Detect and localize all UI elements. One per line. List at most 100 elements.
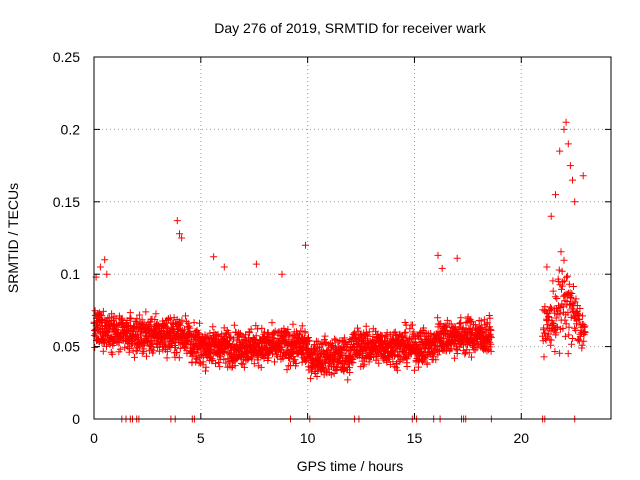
data-point: [307, 375, 315, 383]
data-point: [402, 328, 410, 336]
data-point: [557, 248, 565, 256]
data-point: [580, 337, 588, 345]
data-point: [579, 312, 587, 320]
data-point: [569, 176, 576, 184]
y-tick-label: 0.2: [61, 121, 81, 137]
data-point: [182, 318, 190, 326]
data-point: [420, 324, 428, 332]
data-point: [394, 351, 402, 359]
data-point: [578, 341, 586, 349]
data-point: [103, 270, 111, 278]
data-point: [395, 358, 403, 365]
data-point: [547, 336, 555, 344]
data-point: [240, 363, 248, 371]
data-point: [411, 366, 418, 374]
data-points: [90, 118, 589, 423]
data-point: [213, 331, 221, 339]
y-axis-label: SRMTID / TECUs: [5, 183, 21, 293]
data-point: [161, 339, 169, 347]
data-point: [103, 342, 110, 350]
data-point: [331, 335, 339, 343]
data-point: [423, 360, 431, 368]
data-point: [568, 290, 576, 297]
data-point: [96, 263, 104, 271]
data-point: [581, 328, 589, 336]
data-point: [581, 322, 589, 330]
data-point: [224, 355, 232, 363]
data-point: [547, 212, 555, 220]
data-point: [237, 359, 245, 367]
data-point: [108, 350, 116, 358]
data-point: [153, 319, 161, 327]
data-point: [566, 294, 574, 302]
data-point: [127, 315, 135, 323]
data-point: [473, 344, 481, 352]
data-point: [210, 253, 218, 261]
data-point: [178, 234, 186, 242]
data-point: [551, 348, 559, 355]
data-point: [225, 340, 233, 348]
data-point: [136, 311, 144, 319]
data-point: [562, 118, 570, 126]
data-point: [486, 314, 494, 322]
data-point: [260, 355, 268, 363]
data-point: [571, 198, 579, 206]
data-point: [238, 345, 245, 353]
data-point: [252, 332, 260, 340]
x-axis-label: GPS time / hours: [297, 458, 404, 474]
data-point: [147, 342, 154, 350]
data-point: [278, 270, 286, 278]
data-point: [477, 317, 485, 325]
data-point: [565, 280, 573, 288]
plot-frame: [93, 56, 612, 420]
x-tick-label: 10: [300, 430, 316, 446]
x-tick-label: 5: [197, 430, 205, 446]
data-point: [194, 348, 202, 356]
data-point: [421, 329, 429, 337]
data-point: [435, 348, 443, 356]
data-point: [199, 358, 207, 366]
data-point: [462, 319, 470, 327]
y-tick-label: 0.05: [53, 339, 80, 355]
data-point: [549, 277, 557, 285]
data-point: [165, 315, 172, 323]
data-point: [163, 354, 171, 362]
data-point: [487, 334, 495, 342]
data-point: [365, 358, 373, 366]
data-point: [273, 351, 280, 359]
data-point: [457, 314, 465, 322]
data-point: [560, 277, 568, 285]
data-point: [338, 351, 345, 359]
data-point: [284, 325, 292, 333]
data-point: [257, 363, 265, 371]
y-tick-label: 0.15: [53, 194, 80, 210]
data-point: [175, 354, 183, 362]
data-point: [556, 349, 564, 357]
data-point: [257, 343, 265, 351]
data-point: [550, 320, 558, 328]
data-point: [215, 359, 223, 366]
data-point: [383, 329, 391, 337]
data-point: [434, 314, 442, 322]
data-point: [386, 330, 394, 338]
data-point: [361, 345, 369, 353]
data-point: [401, 329, 409, 337]
data-point: [244, 356, 252, 364]
data-point: [477, 324, 485, 332]
data-point: [468, 318, 476, 326]
data-point: [565, 331, 573, 339]
data-point: [312, 337, 320, 345]
data-point: [250, 360, 258, 368]
data-point: [381, 333, 389, 341]
data-point: [230, 321, 238, 329]
data-point: [552, 191, 559, 199]
data-point: [335, 359, 343, 366]
data-point: [558, 285, 565, 293]
data-point: [99, 347, 107, 355]
data-point: [196, 319, 203, 327]
data-point: [443, 346, 450, 354]
data-point: [354, 324, 361, 332]
data-point: [302, 241, 309, 249]
data-point: [346, 369, 354, 376]
data-point: [547, 326, 555, 334]
